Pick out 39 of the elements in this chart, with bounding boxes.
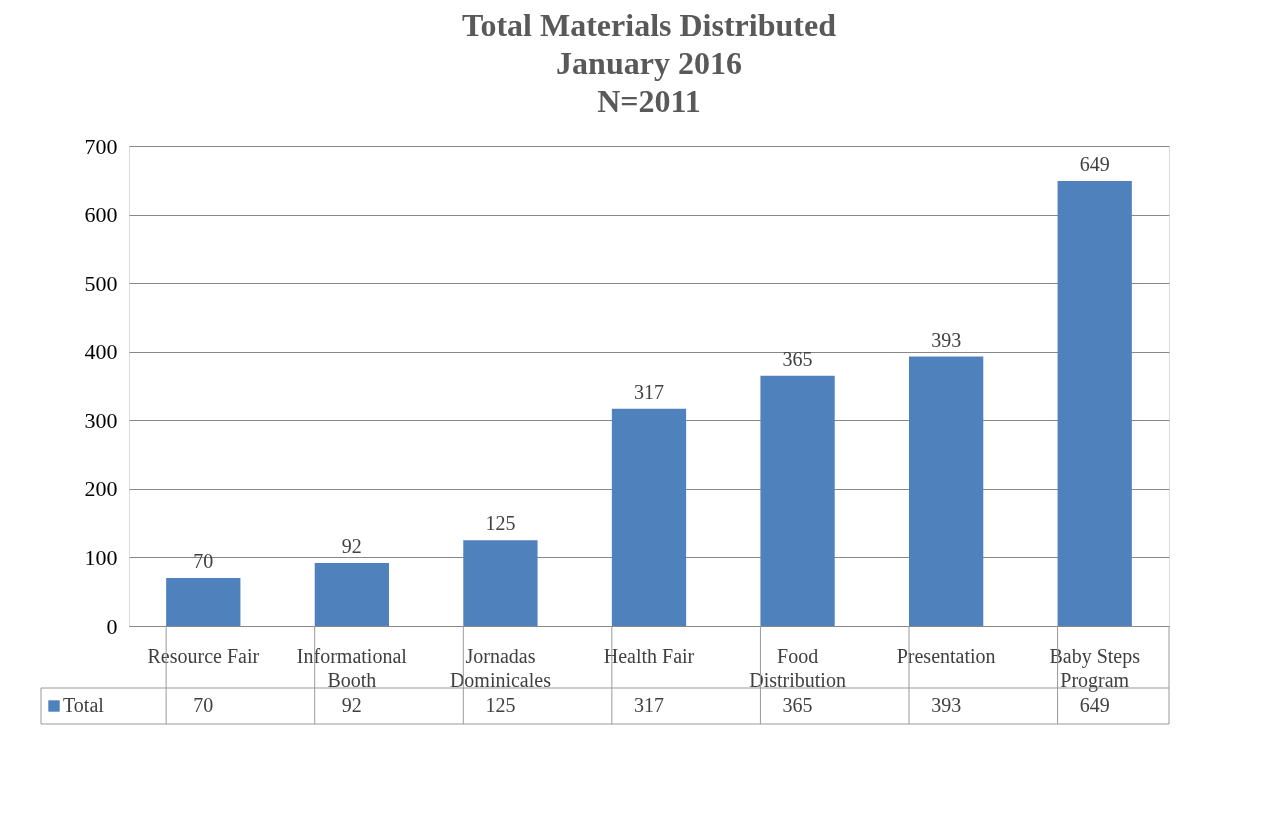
x-tick-label: Jornadas Dominicales bbox=[449, 645, 552, 691]
text: 125 bbox=[485, 694, 516, 716]
text: 365 bbox=[782, 694, 813, 716]
data-label: 393 bbox=[931, 328, 962, 351]
x-tick-label: Resource Fair bbox=[147, 645, 260, 667]
text: 317 bbox=[634, 694, 664, 716]
bar bbox=[463, 540, 538, 626]
y-tick-label: 100 bbox=[84, 544, 118, 570]
y-tick-label: 200 bbox=[84, 476, 118, 502]
data-label: 365 bbox=[782, 347, 813, 370]
text: 70 bbox=[193, 694, 214, 716]
bar bbox=[760, 375, 835, 626]
bar bbox=[166, 578, 241, 626]
text: January 2016 bbox=[556, 45, 742, 81]
text: Total Materials Distributed bbox=[462, 7, 836, 43]
bar bbox=[909, 356, 984, 626]
data-label: 649 bbox=[1079, 152, 1110, 175]
x-tick-label: Presentation bbox=[896, 645, 996, 667]
text: 649 bbox=[1079, 694, 1110, 716]
y-tick-label: 600 bbox=[84, 202, 118, 228]
y-tick-label: 700 bbox=[84, 133, 118, 159]
x-tick-label: Health Fair bbox=[603, 645, 695, 667]
data-label: 92 bbox=[341, 534, 362, 557]
text: 92 bbox=[341, 694, 362, 716]
data-label: 317 bbox=[634, 380, 664, 403]
text: 393 bbox=[931, 694, 962, 716]
text: N=2011 bbox=[597, 83, 701, 119]
data-label: 125 bbox=[485, 512, 516, 535]
x-tick-label: Food Distribution bbox=[749, 645, 846, 691]
y-tick-label: 400 bbox=[84, 339, 118, 365]
bar bbox=[314, 562, 389, 626]
y-tick-label: 500 bbox=[84, 270, 118, 296]
x-tick-label: Baby Steps Program bbox=[1049, 645, 1141, 692]
bar bbox=[611, 408, 687, 626]
y-tick-label: 300 bbox=[84, 407, 118, 433]
legend-label: Total bbox=[63, 694, 105, 716]
bar bbox=[1057, 180, 1132, 626]
y-tick-label: 0 bbox=[106, 613, 118, 639]
x-tick-label: Informational Booth bbox=[296, 645, 408, 691]
